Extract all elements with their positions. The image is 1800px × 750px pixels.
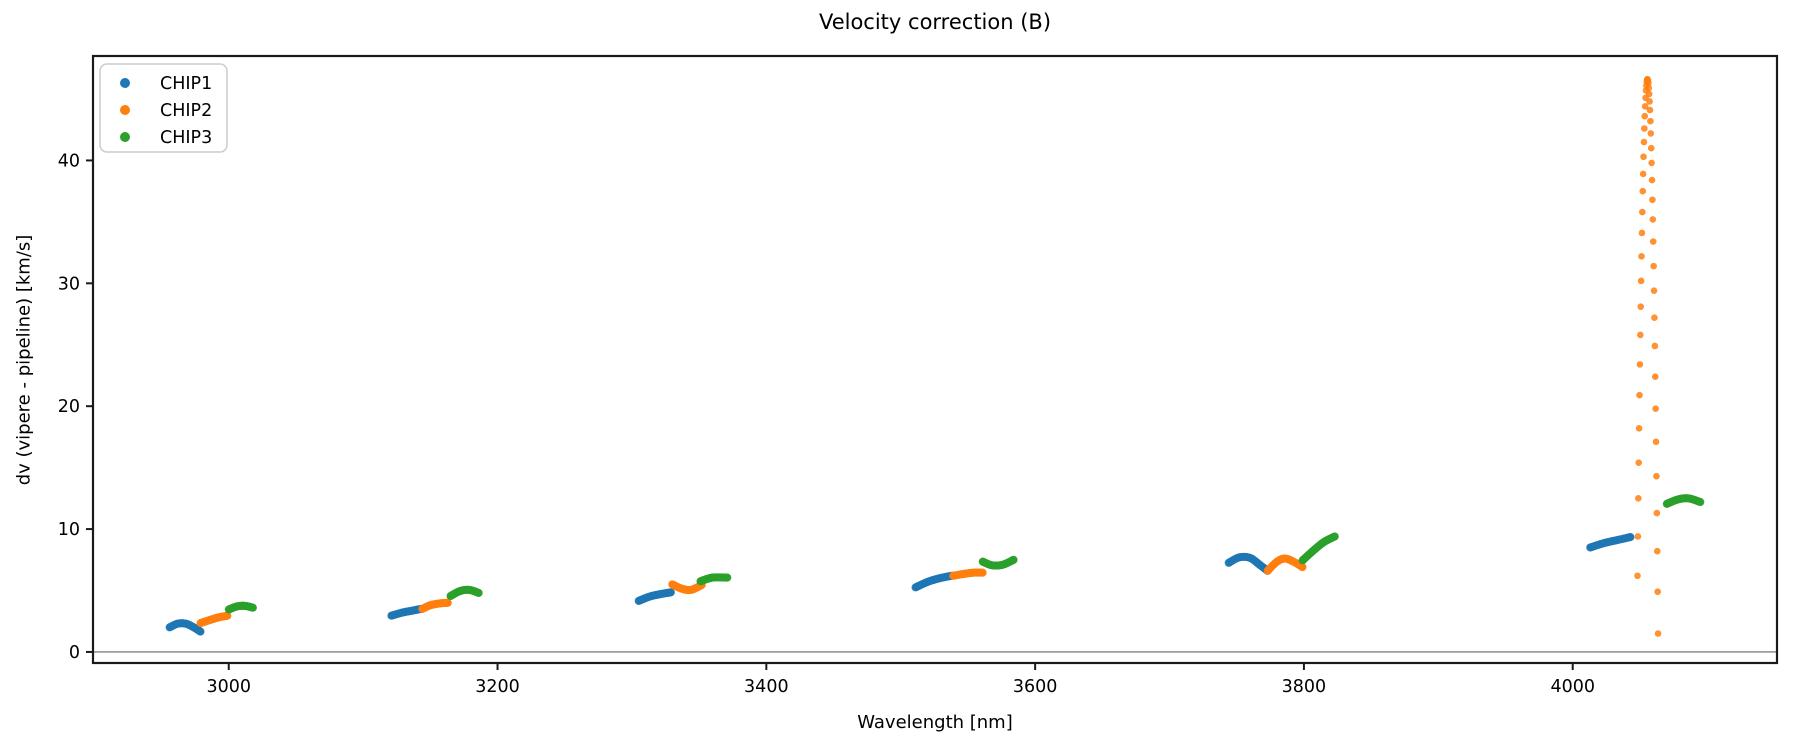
legend-box — [99, 63, 228, 153]
series-CHIP2 — [196, 76, 1662, 637]
point — [1635, 495, 1642, 502]
y-tick-label: 30 — [58, 274, 80, 294]
point — [1646, 106, 1654, 114]
y-tick-label: 0 — [69, 643, 80, 663]
point — [666, 588, 675, 597]
point — [1646, 98, 1653, 105]
point — [1638, 229, 1646, 237]
point — [1634, 572, 1641, 580]
point — [723, 573, 732, 582]
legend: CHIP1 CHIP2 CHIP3 — [99, 63, 228, 153]
point — [1638, 252, 1645, 260]
point — [1636, 391, 1643, 399]
point — [1651, 342, 1659, 350]
point — [1626, 533, 1635, 542]
x-tick-label: 3400 — [744, 677, 789, 697]
series-CHIP3 — [224, 494, 1705, 614]
point — [1639, 208, 1646, 216]
point — [1635, 459, 1643, 467]
legend-marker-CHIP2 — [120, 105, 130, 115]
x-tick-label: 3800 — [1282, 677, 1327, 697]
point — [1637, 277, 1645, 285]
legend-label-CHIP2: CHIP2 — [160, 101, 212, 121]
x-tick-label: 3600 — [1013, 677, 1058, 697]
x-tick-label: 3200 — [475, 677, 520, 697]
point — [1647, 144, 1655, 152]
point — [1641, 125, 1648, 132]
point — [1649, 196, 1656, 204]
point — [978, 568, 987, 577]
point — [1635, 425, 1643, 432]
point — [1637, 331, 1644, 339]
point — [1641, 112, 1649, 120]
point — [1652, 438, 1660, 446]
point — [1634, 533, 1642, 540]
point — [223, 611, 232, 620]
point — [1647, 130, 1655, 137]
x-tick-label: 4000 — [1550, 677, 1595, 697]
x-axis-ticks: 3000 3200 3400 3600 3800 4000 — [206, 663, 1595, 697]
point — [248, 603, 257, 612]
x-tick-label: 3000 — [206, 677, 251, 697]
point — [1653, 547, 1661, 555]
legend-marker-CHIP1 — [120, 78, 130, 88]
point — [1645, 84, 1653, 92]
axes-frame — [91, 54, 1779, 665]
point — [1651, 314, 1658, 322]
legend-marker-CHIP3 — [120, 132, 130, 142]
point — [1652, 405, 1659, 412]
x-axis-label: Wavelength [nm] — [857, 712, 1013, 733]
chart-title: Velocity correction (B) — [818, 10, 1052, 34]
legend-label-CHIP1: CHIP1 — [160, 74, 212, 94]
point — [443, 598, 452, 607]
point — [1330, 532, 1339, 541]
point — [1650, 287, 1658, 294]
point — [1653, 509, 1661, 517]
point — [1649, 238, 1657, 245]
point — [196, 627, 205, 636]
series-CHIP1 — [165, 533, 1635, 636]
point — [1653, 472, 1660, 480]
point — [1636, 361, 1644, 368]
y-tick-label: 40 — [58, 151, 80, 171]
point — [1654, 588, 1661, 596]
point — [1696, 498, 1705, 507]
point — [1645, 90, 1653, 98]
y-tick-label: 20 — [58, 397, 80, 417]
point — [1641, 103, 1649, 110]
point — [1647, 117, 1654, 125]
point — [1654, 630, 1662, 637]
point — [1639, 170, 1647, 178]
point — [1640, 153, 1647, 161]
y-tick-label: 10 — [58, 520, 80, 540]
point — [1298, 563, 1307, 572]
point — [1651, 373, 1659, 381]
point — [1649, 216, 1657, 223]
point — [1648, 176, 1656, 184]
y-axis-ticks: 0 10 20 30 40 — [58, 151, 93, 663]
point — [1639, 187, 1647, 195]
point — [1650, 262, 1657, 270]
point — [1637, 303, 1645, 310]
point — [474, 588, 483, 597]
point — [1645, 79, 1652, 87]
point — [1009, 555, 1018, 564]
legend-label-CHIP3: CHIP3 — [160, 128, 212, 148]
point — [1640, 138, 1648, 146]
point — [1648, 159, 1655, 167]
